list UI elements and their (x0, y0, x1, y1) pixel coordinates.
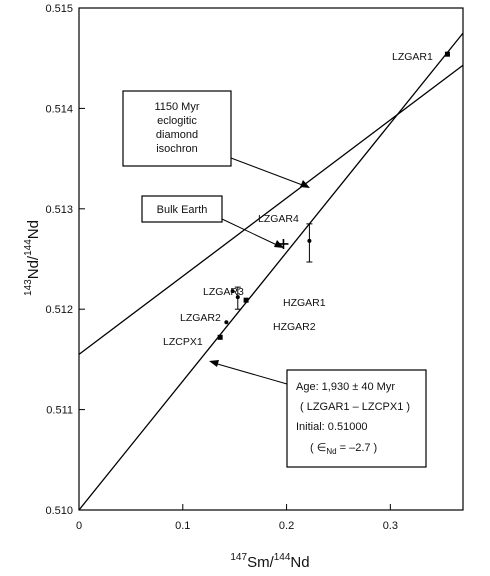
bulk-earth-arrow (221, 218, 280, 247)
bulk-earth-annotation: Bulk Earth (141, 195, 284, 248)
age-annotation: Age: 1,930 ± 40 Myr ( LZGAR1 – LZCPX1 ) … (209, 360, 427, 468)
initial-line: Initial: 0.51000 (296, 421, 368, 433)
point-lzgar3 (230, 289, 235, 294)
point-hzgar2 (235, 295, 240, 300)
label-hzgar2: HZGAR2 (273, 321, 316, 333)
isochron-line-1930 (78, 32, 464, 511)
diamond-arrow-head (300, 180, 310, 188)
bulk-earth-text: Bulk Earth (157, 204, 208, 216)
data-points (217, 51, 450, 340)
label-hzgar1: HZGAR1 (283, 297, 326, 309)
y-tick-label: 0.515 (45, 3, 73, 15)
y-tick-label: 0.512 (45, 304, 73, 316)
bulk-earth-box (141, 195, 223, 223)
y-tick-label: 0.514 (45, 103, 73, 115)
diamond-box-line-4: isochron (156, 143, 198, 155)
point-lzgar2 (224, 320, 229, 325)
label-lzgar2: LZGAR2 (180, 312, 221, 324)
point-hzgar1 (243, 297, 249, 303)
x-ticks: 0 0.1 0.2 0.3 (76, 504, 398, 532)
label-lzgar4: LZGAR4 (258, 213, 299, 225)
age-arrow-head (209, 360, 219, 367)
point-lzcpx1 (217, 334, 223, 340)
diamond-isochron-annotation: 1150 Myr eclogitic diamond isochron (122, 90, 310, 188)
isochron-lines (78, 32, 464, 511)
point-lzgar4 (307, 238, 312, 243)
plot-frame (78, 7, 464, 511)
x-tick-label: 0.3 (383, 520, 398, 532)
age-box (286, 369, 427, 468)
label-lzgar3: LZGAR3 (203, 286, 244, 298)
diamond-annotation-box (122, 90, 232, 167)
diamond-box-line-3: diamond (156, 129, 198, 141)
age-line: Age: 1,930 ± 40 Myr (296, 381, 395, 393)
y-tick-label: 0.511 (46, 405, 73, 417)
diamond-box-line-1: 1150 Myr (154, 101, 199, 113)
diamond-arrow (230, 157, 306, 187)
y-ticks: 0.510 0.511 0.512 0.513 0.514 0.515 (45, 3, 85, 517)
x-tick-label: 0 (76, 520, 82, 532)
y-axis-title: 143Nd/144Nd (23, 220, 42, 296)
epsilon-line: ( ∈Nd = –2.7 ) (310, 442, 377, 456)
y-tick-label: 0.513 (45, 204, 73, 216)
isochron-line-1150 (78, 64, 464, 355)
age-range-line: ( LZGAR1 – LZCPX1 ) (300, 401, 410, 413)
label-lzgar1: LZGAR1 (392, 51, 433, 63)
diamond-box-line-2: eclogitic (157, 115, 197, 127)
bulk-earth-arrow-head (274, 240, 284, 248)
age-arrow (213, 362, 288, 385)
label-lzcpx1: LZCPX1 (163, 336, 203, 348)
x-axis-title: 147Sm/144Nd (230, 552, 309, 571)
x-tick-label: 0.2 (279, 520, 294, 532)
y-tick-label: 0.510 (45, 505, 73, 517)
x-tick-label: 0.1 (175, 520, 190, 532)
point-lzgar1 (444, 51, 450, 57)
